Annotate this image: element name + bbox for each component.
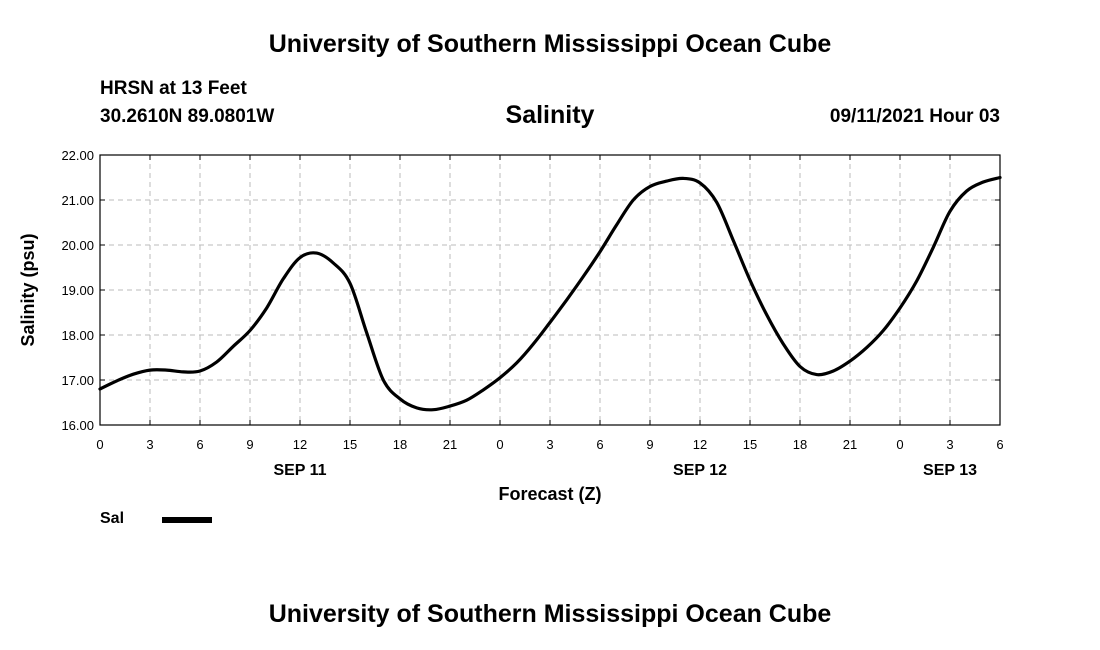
x-tick-label: 15 — [343, 437, 357, 452]
y-tick-label: 21.00 — [61, 193, 94, 208]
legend-line-swatch — [162, 517, 212, 523]
x-tick-label: 3 — [546, 437, 553, 452]
footer-title: University of Southern Mississippi Ocean… — [268, 600, 832, 628]
x-tick-label: 21 — [843, 437, 857, 452]
chart-title: Salinity — [505, 101, 595, 129]
coordinates-label: 30.2610N 89.0801W — [100, 106, 275, 127]
x-tick-label: 0 — [96, 437, 103, 452]
tick-layer: 0 3 6 9 12 15 18 21 0 3 6 9 12 15 18 21 0 3 6 16.00 17.00 18.… — [61, 148, 1003, 479]
y-tick-label: 17.00 — [61, 373, 94, 388]
y-tick-label: 20.00 — [61, 238, 94, 253]
x-tick-label: 15 — [743, 437, 757, 452]
y-tick-label: 19.00 — [61, 283, 94, 298]
y-tick-label: 22.00 — [61, 148, 94, 163]
day-label: SEP 13 — [923, 462, 977, 479]
page-title: University of Southern Mississippi Ocean… — [268, 30, 832, 58]
x-tick-label: 6 — [196, 437, 203, 452]
x-tick-label: 18 — [393, 437, 407, 452]
x-tick-label: 21 — [443, 437, 457, 452]
grid-layer — [100, 155, 1000, 425]
day-label: SEP 12 — [673, 462, 727, 479]
x-tick-label: 12 — [293, 437, 307, 452]
station-label: HRSN at 13 Feet — [100, 78, 247, 99]
forecast-datetime: 09/11/2021 Hour 03 — [829, 106, 1000, 127]
x-axis-label: Forecast (Z) — [498, 484, 601, 504]
day-label: SEP 11 — [273, 462, 326, 479]
x-tick-label: 9 — [646, 437, 653, 452]
x-tick-label: 9 — [246, 437, 253, 452]
y-tick-label: 16.00 — [61, 418, 94, 433]
x-tick-label: 12 — [693, 437, 707, 452]
x-tick-label: 0 — [496, 437, 503, 452]
y-tick-label: 18.00 — [61, 328, 94, 343]
legend-label: Sal — [100, 510, 125, 527]
salinity-series-line — [98, 175, 1002, 412]
x-tick-label: 18 — [793, 437, 807, 452]
y-axis-label: Salinity (psu) — [18, 233, 38, 346]
x-tick-label: 6 — [596, 437, 603, 452]
x-tick-label: 3 — [146, 437, 153, 452]
x-tick-label: 0 — [896, 437, 903, 452]
x-tick-label: 3 — [946, 437, 953, 452]
x-tick-label: 6 — [996, 437, 1003, 452]
